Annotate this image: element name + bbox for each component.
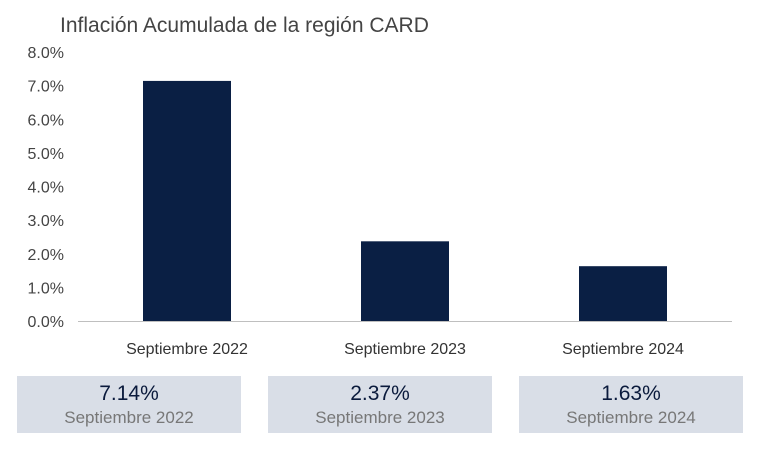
summary-box-2022: 7.14% Septiembre 2022 — [17, 376, 241, 433]
summary-box-2024: 1.63% Septiembre 2024 — [519, 376, 743, 433]
y-tick-label: 6.0% — [28, 112, 64, 129]
y-axis: 0.0% 1.0% 2.0% 3.0% 4.0% 5.0% 6.0% 7.0% 8.0% — [28, 45, 64, 331]
bar — [143, 80, 231, 321]
summary-value: 7.14% — [99, 382, 159, 405]
y-tick-label: 0.0% — [28, 314, 64, 331]
y-tick-label: 3.0% — [28, 213, 64, 230]
y-tick-label: 8.0% — [28, 45, 64, 62]
bar — [579, 266, 667, 321]
x-axis: Septiembre 2022 Septiembre 2023 Septiembre… — [78, 321, 732, 358]
summary-label: Septiembre 2024 — [566, 408, 696, 427]
bar — [361, 241, 449, 321]
bars-group — [143, 80, 667, 321]
summary-label: Septiembre 2022 — [64, 408, 194, 427]
x-tick-label: Septiembre 2023 — [344, 341, 466, 358]
chart-title: Inflación Acumulada de la región CARD — [60, 14, 429, 37]
summary-value: 2.37% — [350, 382, 410, 405]
summary-box-2023: 2.37% Septiembre 2023 — [268, 376, 492, 433]
x-tick-label: Septiembre 2022 — [126, 341, 248, 358]
bar-chart: 0.0% 1.0% 2.0% 3.0% 4.0% 5.0% 6.0% 7.0% 8.0% Sep… — [28, 45, 732, 358]
y-tick-label: 4.0% — [28, 180, 64, 197]
x-tick-label: Septiembre 2024 — [562, 341, 684, 358]
y-tick-label: 7.0% — [28, 79, 64, 96]
y-tick-label: 1.0% — [28, 280, 64, 297]
summary-label: Septiembre 2023 — [315, 408, 445, 427]
y-tick-label: 5.0% — [28, 146, 64, 163]
summary-value: 1.63% — [601, 382, 661, 405]
y-tick-label: 2.0% — [28, 247, 64, 264]
